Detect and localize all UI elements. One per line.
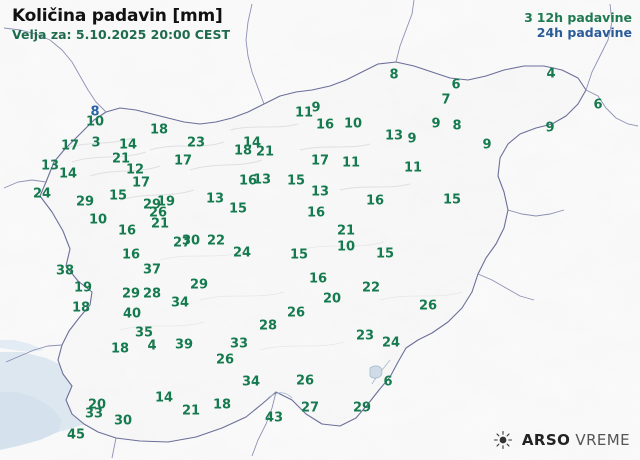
legend-sample-12h: 3 (524, 10, 533, 25)
national-border (39, 61, 587, 443)
neighbour-borders (3, 0, 639, 459)
lake (369, 365, 383, 379)
legend-row-24h: 24h padavine (524, 25, 632, 40)
legend-label-24h: 24h padavine (536, 25, 632, 40)
sun-icon (493, 430, 512, 450)
legend-label-12h: 12h padavine (536, 10, 632, 25)
legend-row-12h: 3 12h padavine (524, 10, 632, 25)
brand-text: ARSO VREME (522, 431, 630, 449)
brand-name-bold: ARSO (521, 431, 571, 449)
arso-vreme-logo: ARSO VREME (493, 430, 630, 450)
brand-name-light: VREME (575, 431, 630, 449)
legend: 3 12h padavine 24h padavine (524, 10, 632, 40)
